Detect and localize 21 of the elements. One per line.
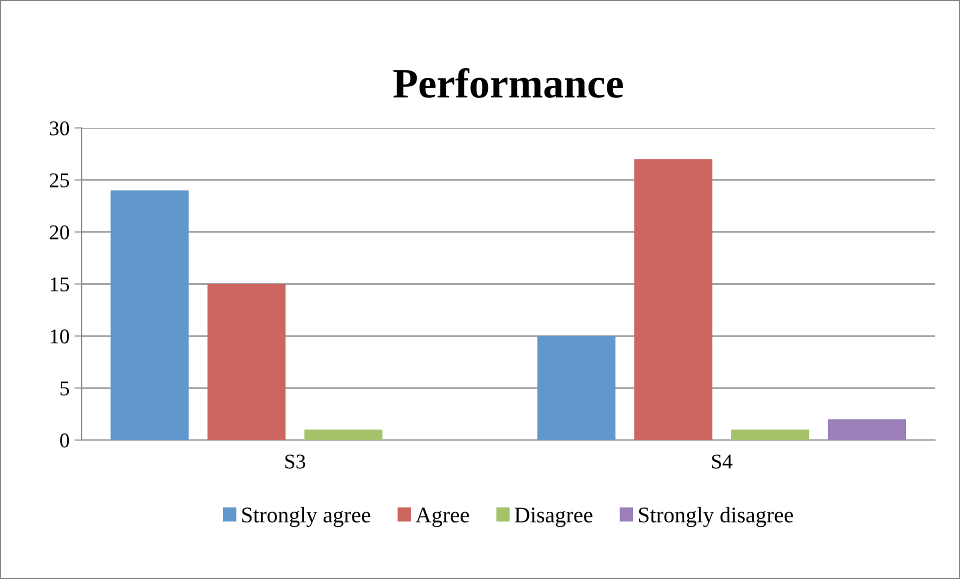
legend-label: Strongly disagree bbox=[639, 506, 793, 528]
bar bbox=[537, 336, 616, 440]
bar bbox=[110, 190, 189, 440]
legend-label: Strongly agree bbox=[242, 506, 370, 528]
legend-label: Disagree bbox=[514, 508, 592, 528]
bar bbox=[304, 430, 382, 440]
bar bbox=[731, 430, 810, 440]
legend-label: Agree bbox=[416, 508, 469, 528]
x-tick-label: S3 bbox=[285, 454, 306, 469]
bar bbox=[634, 159, 712, 440]
y-tick-label: 25 bbox=[50, 173, 69, 188]
y-tick-label: 15 bbox=[50, 277, 69, 292]
chart-title: Performance bbox=[393, 68, 623, 98]
x-tick-label: S4 bbox=[712, 454, 732, 469]
y-tick-label: 20 bbox=[50, 225, 69, 240]
y-tick-label: 10 bbox=[50, 329, 69, 344]
bar bbox=[828, 419, 906, 440]
bar bbox=[207, 284, 286, 440]
y-tick-label: 0 bbox=[60, 433, 69, 448]
y-tick-label: 30 bbox=[50, 121, 69, 136]
y-tick-label: 5 bbox=[60, 382, 69, 396]
